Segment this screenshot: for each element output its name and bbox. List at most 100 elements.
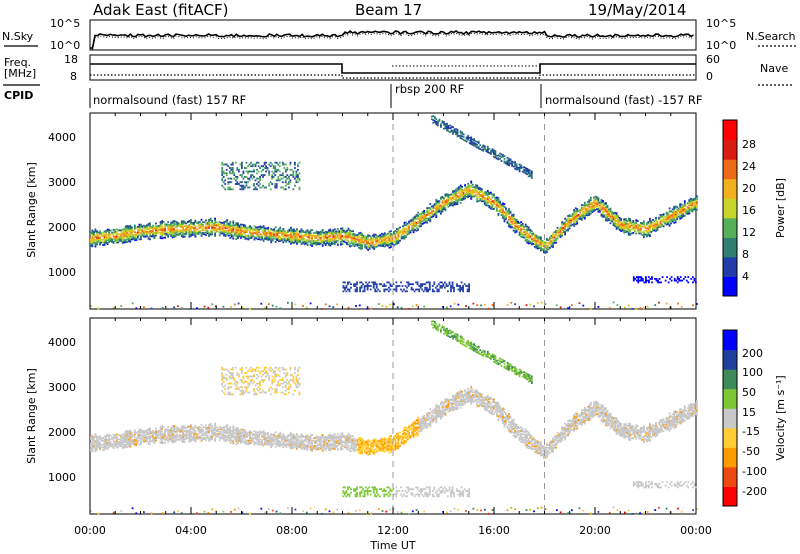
power-data-cell (358, 244, 360, 247)
power-data-cell (182, 221, 185, 224)
power-data-cell (265, 165, 267, 168)
power-data-cell (320, 231, 323, 234)
power-data-cell (508, 218, 510, 221)
power-data-cell (573, 221, 576, 223)
power-data-cell (300, 233, 303, 236)
power-data-cell (621, 229, 624, 232)
power-y-tick-3000: 3000 (48, 176, 76, 189)
power-data-cell (647, 225, 650, 227)
power-data-cell (657, 279, 659, 282)
power-data-cell (649, 219, 651, 221)
velocity-data-cell (106, 447, 109, 449)
power-data-cell (627, 217, 630, 220)
power-data-cell (242, 186, 245, 189)
power-data-cell (671, 216, 674, 219)
power-data-cell (126, 238, 129, 241)
power-data-cell (486, 198, 489, 200)
power-data-cell (289, 181, 292, 184)
power-data-cell (396, 228, 398, 230)
power-data-cell (450, 130, 453, 133)
power-data-cell (397, 239, 400, 242)
power-data-cell (364, 238, 366, 241)
power-data-cell (194, 225, 197, 227)
power-data-cell (235, 226, 238, 228)
velocity-data-cell (96, 440, 98, 443)
velocity-data-cell (187, 426, 189, 428)
power-data-cell (191, 227, 194, 229)
power-data-cell (433, 121, 436, 124)
velocity-data-cell (188, 434, 191, 437)
power-data-cell (588, 210, 591, 212)
power-data-cell (636, 220, 639, 222)
velocity-data-cell (96, 446, 98, 448)
velocity-data-cell (176, 426, 179, 429)
power-data-cell (612, 224, 615, 226)
power-data-cell (167, 225, 170, 227)
power-data-cell (477, 193, 480, 196)
power-data-cell (143, 231, 145, 234)
power-data-cell (567, 217, 569, 220)
power-data-cell (299, 236, 301, 239)
power-data-cell (589, 210, 592, 212)
power-data-cell (320, 237, 323, 239)
velocity-data-cell (199, 428, 201, 431)
power-data-cell (440, 212, 442, 215)
power-data-cell (359, 238, 362, 241)
power-data-cell (240, 229, 242, 231)
power-data-cell (486, 195, 489, 198)
power-data-cell (530, 239, 533, 242)
power-data-cell (290, 240, 292, 242)
power-data-cell (626, 220, 629, 222)
power-data-cell (526, 232, 529, 235)
power-data-cell (227, 234, 230, 237)
power-data-cell (147, 236, 150, 239)
power-data-cell (491, 205, 494, 208)
power-data-cell (222, 170, 225, 173)
cpid-mode-3: normalsound (fast) -157 RF (545, 93, 702, 107)
power-data-cell (671, 208, 674, 211)
power-data-cell (323, 231, 326, 234)
power-data-cell (253, 188, 255, 191)
power-data-cell (237, 225, 239, 227)
power-data-cell (280, 232, 283, 235)
power-data-cell (317, 239, 319, 241)
power-data-cell (485, 191, 488, 193)
power-data-cell (432, 204, 435, 207)
power-data-cell (493, 151, 495, 154)
power-data-cell (644, 233, 647, 236)
power-data-cell (249, 225, 251, 228)
power-data-cell (241, 234, 244, 237)
velocity-data-cell (208, 424, 210, 426)
power-data-cell (361, 233, 363, 235)
velocity-data-cell (132, 440, 135, 443)
power-data-cell (346, 241, 348, 244)
power-data-cell (638, 225, 641, 228)
power-data-cell (559, 228, 562, 230)
power-data-cell (676, 215, 679, 218)
power-data-cell (580, 207, 583, 209)
power-data-cell (261, 226, 263, 229)
power-data-cell (409, 231, 412, 234)
power-data-cell (171, 221, 174, 224)
power-data-cell (158, 226, 160, 229)
power-data-cell (627, 233, 630, 236)
power-data-cell (456, 190, 459, 192)
power-data-cell (249, 232, 251, 234)
power-data-cell (130, 238, 133, 241)
power-data-cell (137, 232, 139, 235)
velocity-data-cell (121, 437, 124, 440)
power-data-cell (514, 222, 516, 224)
power-data-cell (444, 208, 447, 210)
power-data-cell (214, 223, 216, 225)
power-data-cell (162, 231, 165, 234)
power-data-cell (515, 163, 518, 166)
power-data-cell (397, 242, 400, 244)
power-data-cell (477, 140, 480, 143)
power-data-cell (159, 222, 162, 225)
power-data-cell (399, 226, 401, 229)
power-data-cell (460, 281, 463, 284)
power-data-cell (284, 184, 287, 187)
power-data-cell (511, 217, 513, 219)
power-data-cell (490, 152, 492, 155)
power-data-cell (303, 234, 306, 236)
